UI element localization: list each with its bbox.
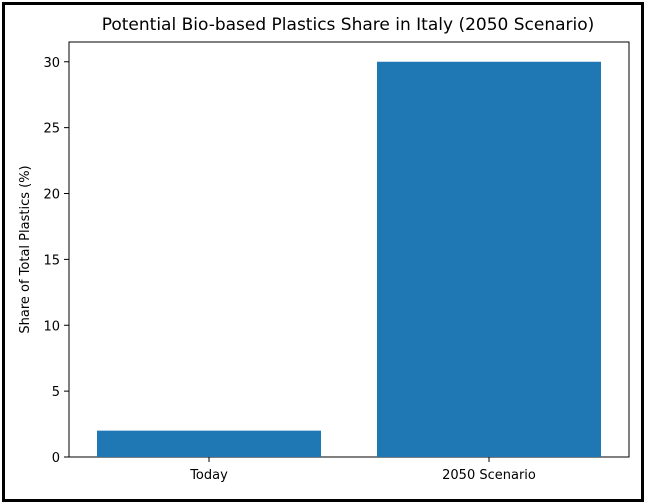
y-tick-label: 0 xyxy=(52,451,60,466)
bar-2050-scenario xyxy=(377,61,601,458)
y-tick-label: 10 xyxy=(43,319,60,334)
y-axis: 0 5 10 15 20 25 30 xyxy=(43,56,69,466)
bars xyxy=(97,61,601,458)
bar-today xyxy=(97,430,321,457)
x-tick-label: 2050 Scenario xyxy=(442,468,536,483)
y-axis-label: Share of Total Plastics (%) xyxy=(18,165,33,333)
plot-area xyxy=(68,41,630,458)
y-tick-label: 5 xyxy=(52,385,60,400)
y-tick-label: 30 xyxy=(43,56,60,71)
y-tick-label: 25 xyxy=(43,122,60,137)
y-tick-label: 15 xyxy=(43,253,60,268)
chart-title: Potential Bio-based Plastics Share in It… xyxy=(102,15,595,35)
x-axis: Today 2050 Scenario xyxy=(189,457,536,483)
x-tick-label: Today xyxy=(189,468,228,483)
y-tick-label: 20 xyxy=(43,188,60,203)
